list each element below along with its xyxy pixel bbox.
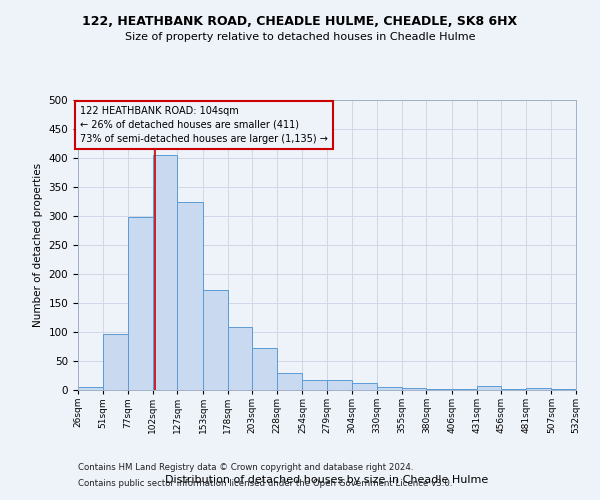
- Bar: [252, 348, 277, 390]
- Bar: [327, 380, 352, 390]
- Bar: [128, 216, 153, 390]
- Text: 122 HEATHBANK ROAD: 104sqm
← 26% of detached houses are smaller (411)
73% of sem: 122 HEATHBANK ROAD: 104sqm ← 26% of deta…: [80, 106, 328, 144]
- Y-axis label: Number of detached properties: Number of detached properties: [33, 163, 43, 327]
- Text: 122, HEATHBANK ROAD, CHEADLE HULME, CHEADLE, SK8 6HX: 122, HEATHBANK ROAD, CHEADLE HULME, CHEA…: [82, 15, 518, 28]
- Text: Contains public sector information licensed under the Open Government Licence v3: Contains public sector information licen…: [78, 478, 452, 488]
- Bar: [103, 334, 128, 390]
- Text: Contains HM Land Registry data © Crown copyright and database right 2024.: Contains HM Land Registry data © Crown c…: [78, 464, 413, 472]
- Bar: [227, 327, 252, 390]
- Bar: [377, 386, 402, 390]
- Bar: [476, 386, 501, 390]
- Bar: [78, 387, 103, 390]
- Bar: [427, 389, 452, 390]
- Bar: [551, 389, 576, 390]
- Bar: [501, 389, 526, 390]
- Bar: [526, 388, 551, 390]
- Bar: [178, 202, 203, 390]
- Bar: [203, 290, 227, 390]
- Bar: [402, 388, 427, 390]
- Bar: [352, 383, 377, 390]
- Text: Size of property relative to detached houses in Cheadle Hulme: Size of property relative to detached ho…: [125, 32, 475, 42]
- Bar: [302, 380, 327, 390]
- Bar: [153, 155, 178, 390]
- Bar: [277, 372, 302, 390]
- X-axis label: Distribution of detached houses by size in Cheadle Hulme: Distribution of detached houses by size …: [166, 475, 488, 485]
